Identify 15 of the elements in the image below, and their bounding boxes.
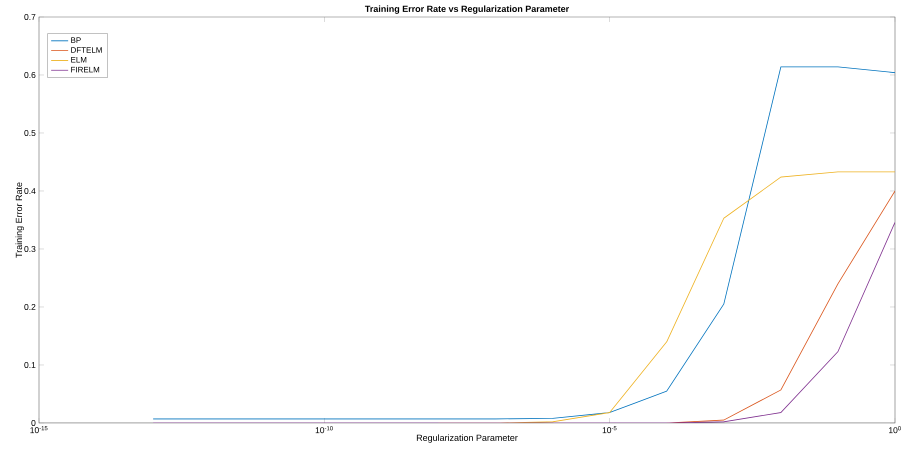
y-tick-label: 0.6 bbox=[24, 72, 36, 78]
x-tick-label: 10$^{0}$ bbox=[889, 426, 901, 434]
chart-title: Training Error Rate vs Regularization Parameter bbox=[364, 5, 569, 14]
y-tick-label: 0.2 bbox=[24, 304, 36, 310]
y-axis-title: Training Error Rate bbox=[16, 182, 24, 258]
x-axis-title: Regularization Parameter bbox=[416, 434, 518, 443]
y-tick-label: 0.1 bbox=[24, 362, 36, 368]
y-tick-label: 0.3 bbox=[24, 246, 36, 252]
y-tick-label: 0.4 bbox=[24, 188, 36, 194]
x-tick-label: 10$^{-10}$ bbox=[316, 426, 333, 434]
x-tick-label: 10$^{-15}$ bbox=[30, 426, 48, 434]
x-tick-label: 10$^{-5}$ bbox=[602, 426, 617, 434]
y-tick-label: 0.7 bbox=[24, 14, 36, 20]
y-tick-label: 0 bbox=[31, 420, 36, 426]
y-tick-label: 0.5 bbox=[24, 130, 36, 136]
